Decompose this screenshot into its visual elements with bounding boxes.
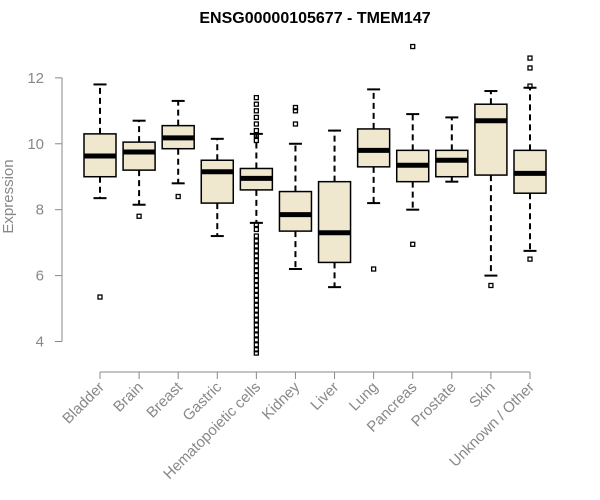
outlier-point [410, 241, 416, 247]
outlier-point [253, 127, 260, 134]
outlier-point [253, 221, 260, 228]
y-tick-label: 8 [36, 202, 44, 219]
outlier-point [253, 226, 260, 233]
outlier-point [292, 108, 299, 114]
outlier-point [253, 272, 260, 279]
outlier-point [253, 342, 260, 348]
outlier-point [136, 213, 142, 219]
outlier-point [253, 94, 260, 101]
outlier-point [253, 233, 260, 239]
outlier-point [370, 266, 377, 272]
outlier-point [253, 332, 260, 338]
outlier-point [527, 65, 533, 71]
outlier-point [253, 282, 260, 289]
box-group [395, 43, 430, 247]
x-tick-label: Liver [307, 379, 342, 414]
outlier-point [253, 307, 260, 313]
box-group [239, 94, 274, 356]
box-group [317, 129, 352, 289]
box [200, 159, 235, 204]
outlier-point [292, 121, 299, 127]
outlier-point [253, 297, 260, 303]
outlier-point [253, 248, 260, 254]
box-group [200, 137, 235, 238]
outlier-point [253, 108, 260, 114]
x-tick-label: Kidney [259, 378, 304, 423]
outlier-point [253, 121, 260, 127]
x-tick-label: Lung [346, 379, 382, 415]
outlier-point [527, 83, 533, 89]
box-group [278, 104, 313, 271]
outlier-point [253, 253, 260, 259]
y-axis-label: Expression [0, 159, 17, 233]
outlier-point [292, 104, 299, 111]
outlier-point [527, 256, 533, 262]
outlier-point [253, 101, 260, 107]
outlier-point [253, 238, 260, 244]
box-group [513, 55, 547, 262]
outlier-point [253, 114, 260, 121]
box-group [161, 99, 195, 200]
x-tick-label: Breast [143, 378, 186, 421]
outlier-point [253, 263, 260, 269]
outlier-point [253, 292, 260, 299]
outlier-point [175, 193, 181, 200]
outlier-point [253, 322, 260, 328]
outlier-point [253, 350, 260, 356]
box [435, 149, 469, 178]
outlier-point [253, 268, 260, 274]
y-tick-label: 6 [36, 268, 44, 285]
outlier-point [253, 243, 260, 249]
x-tick-label: Skin [466, 379, 499, 412]
x-tick-label: Brain [110, 379, 147, 416]
box [317, 180, 352, 264]
y-tick-label: 10 [27, 136, 44, 153]
outlier-point [253, 317, 260, 323]
y-tick-label: 12 [27, 70, 44, 87]
boxes-group [83, 43, 547, 356]
chart-title: ENSG00000105677 - TMEM147 [199, 10, 430, 27]
outlier-point [253, 327, 260, 333]
y-tick-label: 4 [36, 334, 44, 351]
y-axis: 4 6 8 10 12 [27, 70, 63, 351]
outlier-point [253, 132, 260, 139]
outlier-point [253, 302, 260, 308]
outlier-point [410, 43, 416, 50]
outlier-point [97, 294, 103, 300]
box-group [435, 116, 469, 183]
outlier-point [253, 137, 260, 144]
outlier-point [253, 312, 260, 318]
outlier-point [253, 277, 260, 284]
box [278, 190, 313, 232]
outlier-point [253, 347, 260, 353]
outlier-point [527, 55, 533, 61]
outlier-point [253, 337, 260, 343]
box [122, 141, 156, 171]
box-group [122, 119, 156, 219]
x-tick-label: Bladder [59, 379, 108, 428]
box-group [83, 83, 117, 300]
box-group [356, 88, 391, 272]
outlier-point [253, 287, 260, 294]
outlier-point [488, 282, 494, 289]
outlier-point [253, 258, 260, 264]
box-group [474, 90, 508, 289]
box [474, 103, 508, 176]
